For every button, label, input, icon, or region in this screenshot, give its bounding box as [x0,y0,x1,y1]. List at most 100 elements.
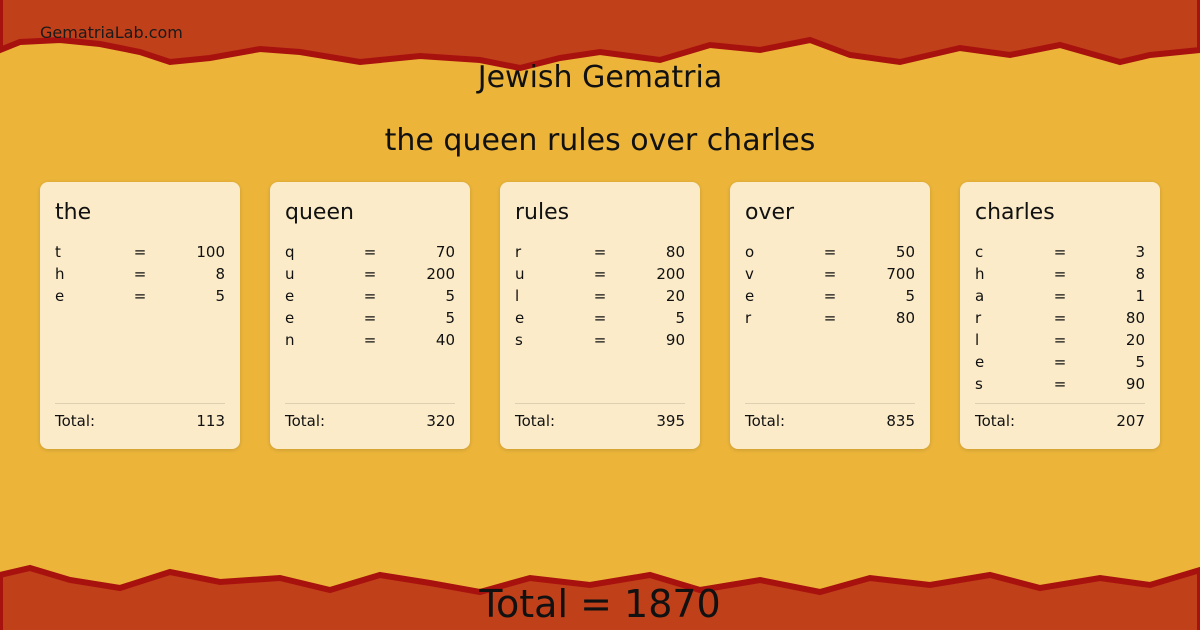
letter-row: e = 5 [975,351,1145,373]
word-card: rules r = 80 u = 200 l = 20 e = 5 s = 90… [500,182,700,449]
equals-sign: = [823,287,837,305]
phrase-heading: the queen rules over charles [384,123,816,158]
top-band [0,0,1200,72]
letter: s [515,331,523,349]
letter-row: s = 90 [515,329,685,351]
word-title: charles [975,200,1055,225]
letter-row: q = 70 [285,241,455,263]
letter-value: 1 [1135,287,1146,305]
letter: h [975,265,985,283]
equals-sign: = [1053,265,1067,283]
letter: e [975,353,985,371]
letter-value: 20 [665,287,686,305]
equals-sign: = [1053,375,1067,393]
letter-row: e = 5 [285,285,455,307]
cipher-title: Jewish Gematria [477,60,723,95]
total-label: Total: [55,412,96,430]
letter-value: 100 [196,243,226,261]
letter: s [975,375,983,393]
letter-row: r = 80 [745,307,915,329]
letter-row: s = 90 [975,373,1145,395]
word-title: rules [515,200,570,225]
letter: l [975,331,980,349]
letter-row: e = 5 [285,307,455,329]
letter-row: l = 20 [515,285,685,307]
equals-sign: = [823,243,837,261]
letter-value: 90 [665,331,686,349]
word-total: 207 [1116,412,1145,430]
word-cards: the t = 100 h = 8 e = 5 Total: 113 queen … [40,182,1160,449]
equals-sign: = [133,243,147,261]
equals-sign: = [1053,353,1067,371]
letter-row: u = 200 [285,263,455,285]
letter: u [515,265,525,283]
word-card: charles c = 3 h = 8 a = 1 r = 80 l = 20 … [960,182,1160,449]
equals-sign: = [593,287,607,305]
letter-row: e = 5 [55,285,225,307]
word-total-row: Total: 835 [745,403,915,430]
total-label: Total: [285,412,326,430]
letter-value: 200 [656,265,686,283]
letter: e [55,287,65,305]
letter-value: 5 [445,309,456,327]
word-total: 395 [656,412,685,430]
letter: v [745,265,754,283]
letter-value: 700 [886,265,916,283]
equals-sign: = [1053,331,1067,349]
letter-value: 80 [1125,309,1146,327]
letter-row: o = 50 [745,241,915,263]
total-label: Total: [975,412,1016,430]
letter: a [975,287,985,305]
equals-sign: = [593,265,607,283]
equals-sign: = [823,265,837,283]
letter-row: u = 200 [515,263,685,285]
grand-total: Total = 1870 [479,582,721,626]
letter-row: r = 80 [515,241,685,263]
letter-row: t = 100 [55,241,225,263]
letter-value: 5 [1135,353,1146,371]
letter-value: 90 [1125,375,1146,393]
equals-sign: = [1053,309,1067,327]
word-total-row: Total: 113 [55,403,225,430]
letter: e [285,309,295,327]
letter-value: 5 [445,287,456,305]
letter-row: a = 1 [975,285,1145,307]
letter: n [285,331,295,349]
word-card: over o = 50 v = 700 e = 5 r = 80 Total: … [730,182,930,449]
letter: e [515,309,525,327]
word-total: 320 [426,412,455,430]
word-total-row: Total: 395 [515,403,685,430]
letter-value: 80 [665,243,686,261]
equals-sign: = [133,265,147,283]
letter-value: 8 [1135,265,1146,283]
word-title: queen [285,200,354,225]
letter-row: h = 8 [55,263,225,285]
equals-sign: = [363,331,377,349]
letter-row: e = 5 [515,307,685,329]
letter: e [285,287,295,305]
letter-value: 70 [435,243,456,261]
equals-sign: = [1053,243,1067,261]
letter-value: 40 [435,331,456,349]
letter-value: 80 [895,309,916,327]
letter: c [975,243,984,261]
site-logo-link[interactable]: GematriaLab.com [40,23,183,42]
letter-row: r = 80 [975,307,1145,329]
word-total-row: Total: 320 [285,403,455,430]
word-card: the t = 100 h = 8 e = 5 Total: 113 [40,182,240,449]
word-total: 835 [886,412,915,430]
equals-sign: = [363,243,377,261]
letter-row: e = 5 [745,285,915,307]
word-total-row: Total: 207 [975,403,1145,430]
word-title: the [55,200,92,225]
letter: r [975,309,982,327]
equals-sign: = [363,265,377,283]
letter-value: 5 [675,309,686,327]
word-total: 113 [196,412,225,430]
letter-value: 5 [905,287,916,305]
letter-value: 8 [215,265,226,283]
letter: t [55,243,61,261]
letter: q [285,243,295,261]
letter: o [745,243,755,261]
